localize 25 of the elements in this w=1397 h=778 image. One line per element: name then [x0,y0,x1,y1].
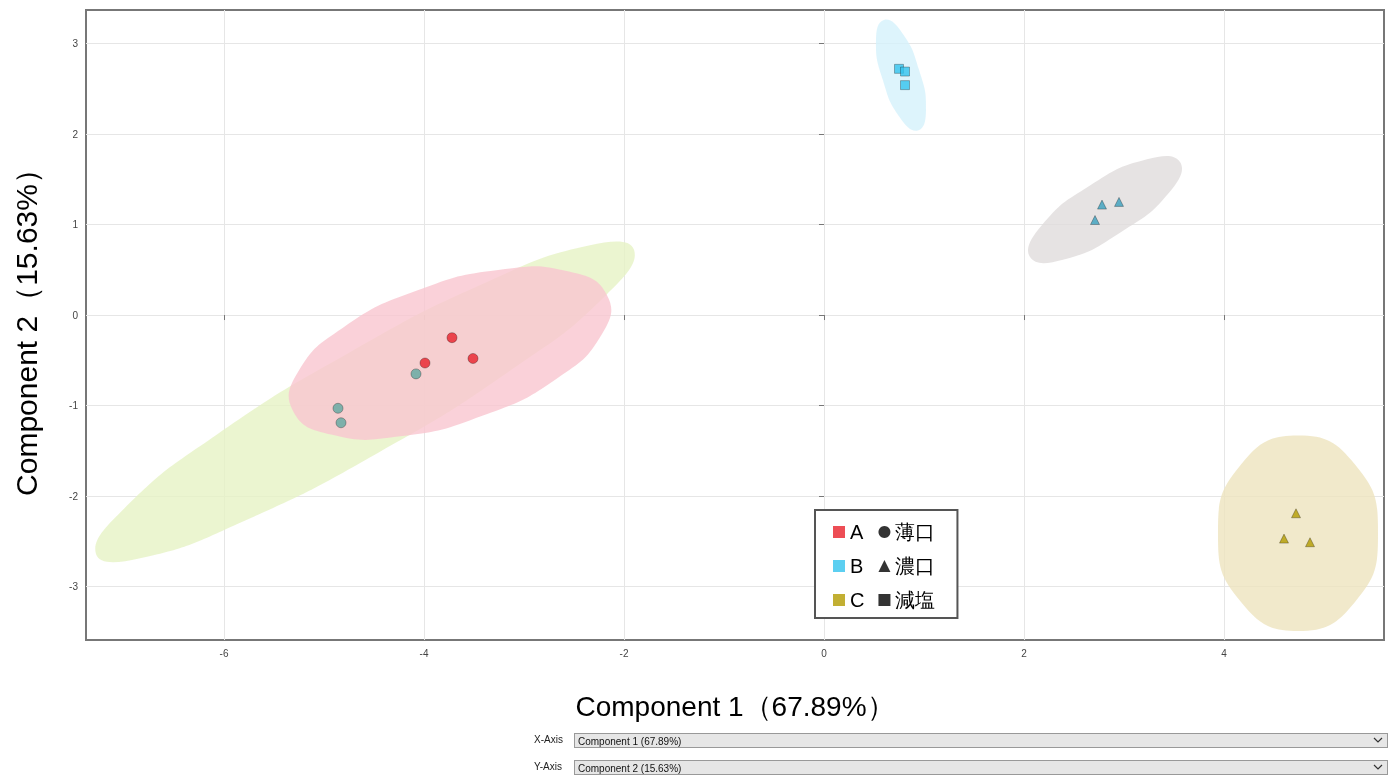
dropdown-field: Component 2 (15.63%) [574,760,1388,775]
y-tick-label: 2 [72,128,79,140]
x-tick-label: -6 [219,647,229,659]
y-axis-title: Component 2（15.63%） [9,154,43,496]
x-tick-label: 0 [821,647,828,659]
legend-label: C [850,589,865,611]
legend-label: 濃口 [895,555,936,577]
x-tick-label: 2 [1021,647,1028,659]
x-tick-label: -2 [619,647,629,659]
legend-label: A [850,521,864,543]
x-tick-label: 4 [1221,647,1228,659]
text: Y-Axis [534,761,562,772]
legend-label: B [850,555,864,577]
dropdown-field: Component 1 (67.89%) [574,733,1388,748]
y-tick-label: -3 [69,581,79,593]
text: X-Axis [534,734,563,745]
y-tick-label: -1 [69,400,79,412]
x-tick-label: -4 [419,647,429,659]
y-tick-label: 0 [72,309,79,321]
y-tick-label: 3 [72,37,79,49]
y-tick-label: -2 [69,490,79,502]
y-tick-label: 1 [72,219,79,231]
legend-label: 減塩 [895,589,936,611]
legend-label: 薄口 [895,521,936,543]
x-axis-title: Component 1（67.89%） [575,690,895,722]
